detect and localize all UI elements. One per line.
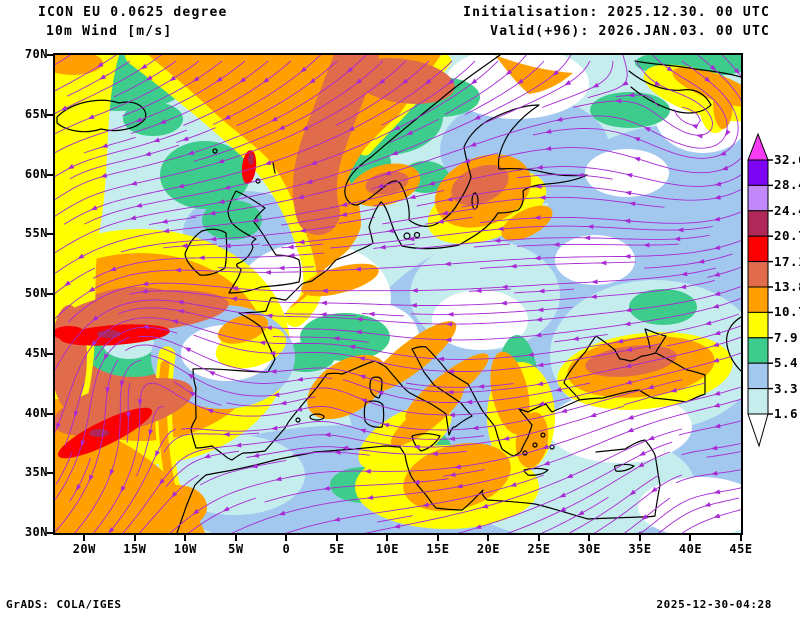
legend-value: 24.4 [774, 203, 800, 218]
lon-tick [134, 535, 136, 541]
lon-tick [487, 535, 489, 541]
lon-tick [184, 535, 186, 541]
valid-time: Valid(+96): 2026.JAN.03. 00 UTC [490, 24, 770, 39]
legend-segment [748, 262, 768, 287]
lon-tick [538, 535, 540, 541]
lon-label: 25E [527, 542, 550, 556]
legend-segment [748, 312, 768, 337]
lat-label: 40N [10, 406, 48, 420]
legend-segment [748, 185, 768, 210]
lon-label: 45E [729, 542, 752, 556]
legend-value: 3.3 [774, 381, 798, 396]
lon-tick [740, 535, 742, 541]
lon-label: 30E [578, 542, 601, 556]
legend-segment [748, 160, 768, 185]
legend-value: 1.6 [774, 406, 798, 421]
lon-tick [336, 535, 338, 541]
lon-tick [588, 535, 590, 541]
legend-value: 28.4 [774, 177, 800, 192]
lon-label: 5W [228, 542, 243, 556]
legend-segment [748, 287, 768, 312]
legend-value: 5.4 [774, 355, 798, 370]
map-canvas [53, 53, 743, 535]
lon-tick [689, 535, 691, 541]
lat-label: 70N [10, 47, 48, 61]
lon-tick [639, 535, 641, 541]
legend-colorbar [742, 130, 800, 460]
lon-label: 10E [376, 542, 399, 556]
legend-segment [748, 236, 768, 261]
lon-label: 35E [628, 542, 651, 556]
wind-map [55, 55, 741, 533]
weather-map-page: ICON EU 0.0625 degree 10m Wind [m/s] Ini… [0, 0, 800, 618]
model-title: ICON EU 0.0625 degree [38, 5, 228, 20]
legend-value: 32.6 [774, 152, 800, 167]
legend-value: 13.8 [774, 279, 800, 294]
legend-segment [748, 338, 768, 363]
lat-label: 50N [10, 286, 48, 300]
lat-label: 35N [10, 465, 48, 479]
lat-label: 45N [10, 346, 48, 360]
legend-segment [748, 389, 768, 414]
lon-label: 15W [123, 542, 146, 556]
field-title: 10m Wind [m/s] [46, 24, 172, 39]
lat-label: 30N [10, 525, 48, 539]
lon-label: 10W [174, 542, 197, 556]
lon-tick [285, 535, 287, 541]
lat-label: 55N [10, 226, 48, 240]
grads-credit: GrADS: COLA/IGES [6, 598, 122, 611]
lon-label: 20W [73, 542, 96, 556]
lon-label: 5E [329, 542, 344, 556]
legend-value: 17.1 [774, 254, 800, 269]
lon-tick [83, 535, 85, 541]
lon-label: 15E [426, 542, 449, 556]
lon-label: 20E [477, 542, 500, 556]
lat-label: 65N [10, 107, 48, 121]
legend-segment [748, 363, 768, 388]
legend-segment [748, 211, 768, 236]
generation-timestamp: 2025-12-30-04:28 [656, 598, 772, 611]
legend-value: 10.7 [774, 304, 800, 319]
lon-label: 0 [282, 542, 290, 556]
legend-value: 20.7 [774, 228, 800, 243]
lat-label: 60N [10, 167, 48, 181]
lon-tick [235, 535, 237, 541]
lon-tick [386, 535, 388, 541]
legend-value: 7.9 [774, 330, 798, 345]
init-time: Initialisation: 2025.12.30. 00 UTC [463, 5, 770, 20]
lon-tick [437, 535, 439, 541]
lon-label: 40E [679, 542, 702, 556]
